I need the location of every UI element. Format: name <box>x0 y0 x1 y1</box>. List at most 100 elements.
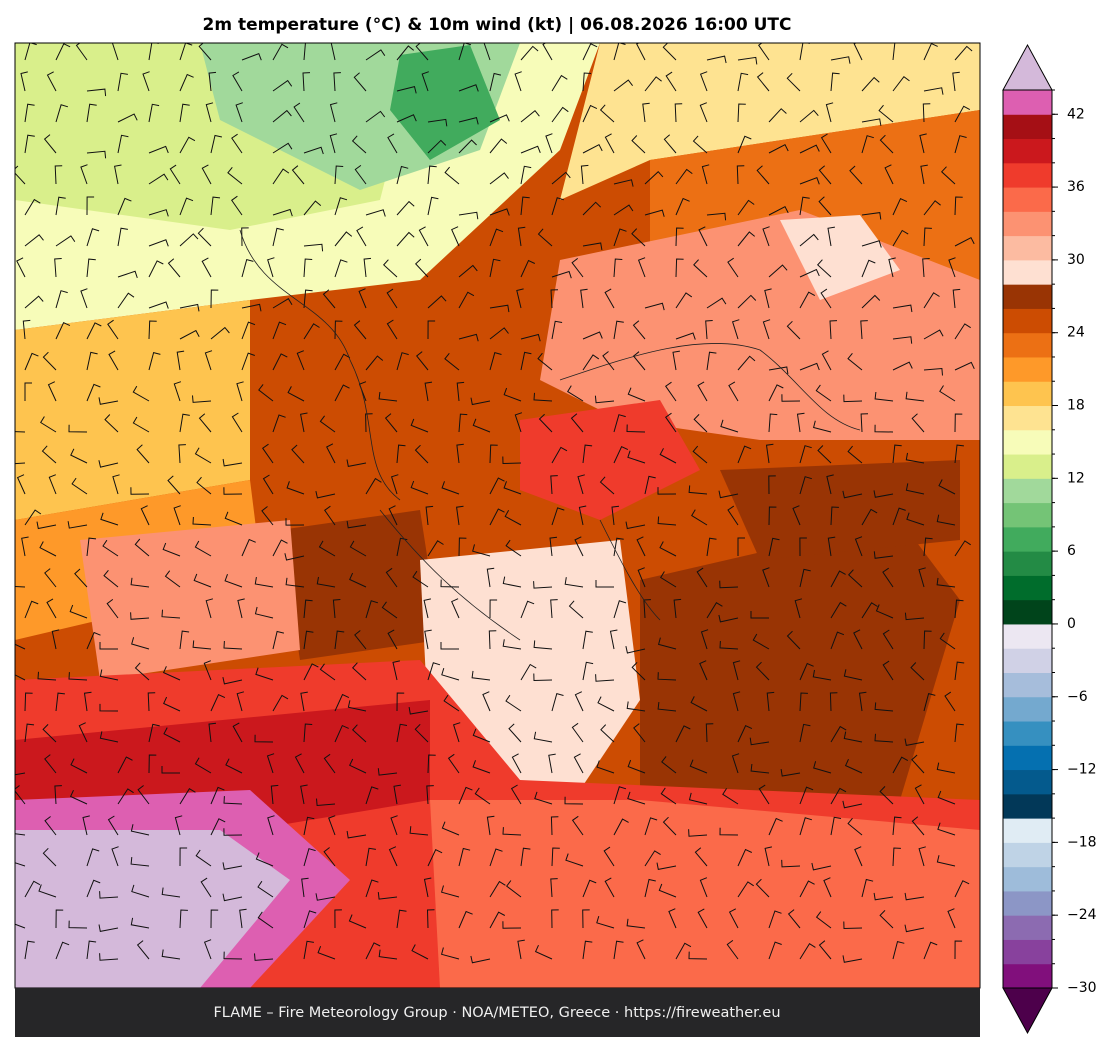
wind-barb <box>358 288 367 309</box>
wind-barb <box>396 909 407 929</box>
wind-barb <box>173 505 181 526</box>
wind-barb <box>241 321 256 340</box>
wind-barb <box>353 72 367 92</box>
wind-barb <box>254 734 274 743</box>
wind-barb <box>821 350 832 371</box>
wind-barb <box>99 731 119 743</box>
wind-barb <box>472 418 491 433</box>
wind-barb <box>179 103 190 123</box>
wind-barb <box>236 691 245 712</box>
wind-barb <box>567 385 584 402</box>
wind-barb <box>815 384 832 402</box>
wind-barb <box>659 448 677 464</box>
wind-barb <box>657 516 677 526</box>
wind-barb <box>287 386 305 402</box>
wind-barb <box>192 516 212 526</box>
colorbar-bin <box>1003 356 1052 382</box>
wind-barb <box>415 351 429 371</box>
wind-barb <box>98 924 119 932</box>
wind-barb <box>330 43 336 61</box>
wind-barb <box>632 320 646 340</box>
wind-barb <box>40 416 57 433</box>
wind-barb <box>424 381 433 402</box>
wind-barb <box>675 332 696 340</box>
wind-barb <box>83 691 92 712</box>
wind-barb <box>377 892 398 900</box>
wind-barb <box>842 490 863 499</box>
wind-barb <box>829 320 838 340</box>
wind-barb <box>179 329 200 340</box>
wind-barb <box>830 506 839 526</box>
wind-barb <box>132 416 150 433</box>
wind-barb <box>489 880 506 898</box>
wind-barb <box>812 420 832 433</box>
wind-barb <box>46 71 57 92</box>
wind-barb <box>334 231 353 247</box>
wind-barb <box>100 512 119 526</box>
wind-barb <box>117 756 133 774</box>
wind-barb <box>875 604 894 619</box>
wind-barb <box>719 640 739 650</box>
wind-barb <box>737 725 753 743</box>
wind-barb <box>565 853 584 867</box>
wind-barb <box>210 196 221 216</box>
wind-barb <box>396 45 415 61</box>
wind-barb <box>272 694 289 712</box>
wind-barb <box>427 849 443 867</box>
wind-barb <box>799 233 819 247</box>
wind-barb <box>884 164 894 185</box>
wind-barb <box>952 71 960 92</box>
wind-barb <box>86 258 96 278</box>
wind-barb <box>861 212 882 220</box>
wind-barb <box>660 787 677 805</box>
wind-barb <box>365 110 386 123</box>
wind-barb <box>68 672 88 681</box>
wind-barb <box>148 209 169 217</box>
wind-barb <box>923 87 944 95</box>
wind-barb <box>396 352 409 371</box>
wind-barb <box>892 43 902 61</box>
wind-barb <box>179 73 194 92</box>
wind-barb <box>882 567 894 588</box>
wind-barb <box>258 384 274 402</box>
wind-barb <box>67 521 88 529</box>
wind-barb <box>878 104 894 123</box>
wind-barb <box>223 796 243 805</box>
wind-barb <box>426 909 435 929</box>
wind-barb <box>602 351 615 371</box>
wind-barb <box>382 259 398 278</box>
wind-barb <box>70 758 88 774</box>
wind-barb <box>323 847 336 867</box>
wind-barb <box>329 102 338 123</box>
wind-barb <box>830 631 845 650</box>
wind-barb <box>303 146 324 155</box>
wind-barb <box>873 892 894 901</box>
wind-barb <box>488 630 497 650</box>
wind-barb <box>15 165 26 185</box>
wind-barb <box>205 598 214 619</box>
wind-barb <box>613 43 626 61</box>
colorbar-bin <box>1003 332 1052 358</box>
wind-barb <box>392 660 401 681</box>
wind-barb <box>954 661 965 681</box>
wind-barb <box>161 887 181 898</box>
wind-barb <box>829 692 838 712</box>
wind-barb <box>117 788 134 805</box>
wind-barb <box>799 196 810 216</box>
wind-barb <box>303 599 313 619</box>
wind-barb <box>675 258 684 278</box>
wind-barb <box>644 209 665 217</box>
wind-barb <box>582 43 598 61</box>
wind-barb <box>20 71 28 92</box>
wind-barb <box>316 798 336 807</box>
wind-barb <box>550 878 558 898</box>
wind-barb <box>322 289 336 309</box>
wind-barb <box>86 383 101 402</box>
wind-barb <box>858 691 867 712</box>
wind-barb <box>905 391 925 402</box>
wind-barb <box>818 196 832 216</box>
colorbar-bin <box>1003 939 1052 965</box>
wind-barb <box>904 612 925 621</box>
wind-barb <box>194 757 212 774</box>
